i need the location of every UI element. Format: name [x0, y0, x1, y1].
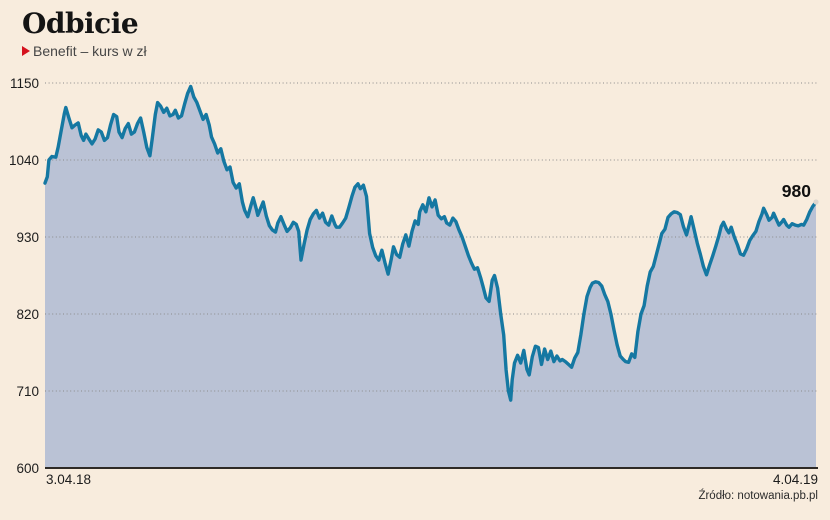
y-tick-label: 930 [16, 230, 39, 245]
y-tick-label: 1150 [10, 76, 39, 91]
price-line [43, 84, 818, 402]
chart-header: Odbicie Benefit – kurs w zł [22, 7, 147, 59]
endpoint-marker [813, 199, 819, 205]
source-label: Źródło: notowania.pb.pl [698, 489, 818, 502]
last-value-label: 980 [782, 181, 811, 201]
y-tick-label: 600 [16, 461, 39, 476]
chart-subtitle-row: Benefit – kurs w zł [22, 43, 147, 59]
chart-subtitle: Benefit – kurs w zł [33, 43, 147, 60]
y-tick-label: 1040 [9, 153, 39, 168]
area-fill [45, 86, 816, 468]
y-tick-label: 710 [16, 384, 39, 399]
x-start-date-label: 3.04.18 [46, 472, 91, 487]
x-end-date-label: 4.04.19 [773, 472, 818, 487]
red-triangle-icon [22, 46, 30, 57]
page-title: Odbicie [22, 7, 139, 40]
y-tick-label: 820 [16, 307, 39, 322]
